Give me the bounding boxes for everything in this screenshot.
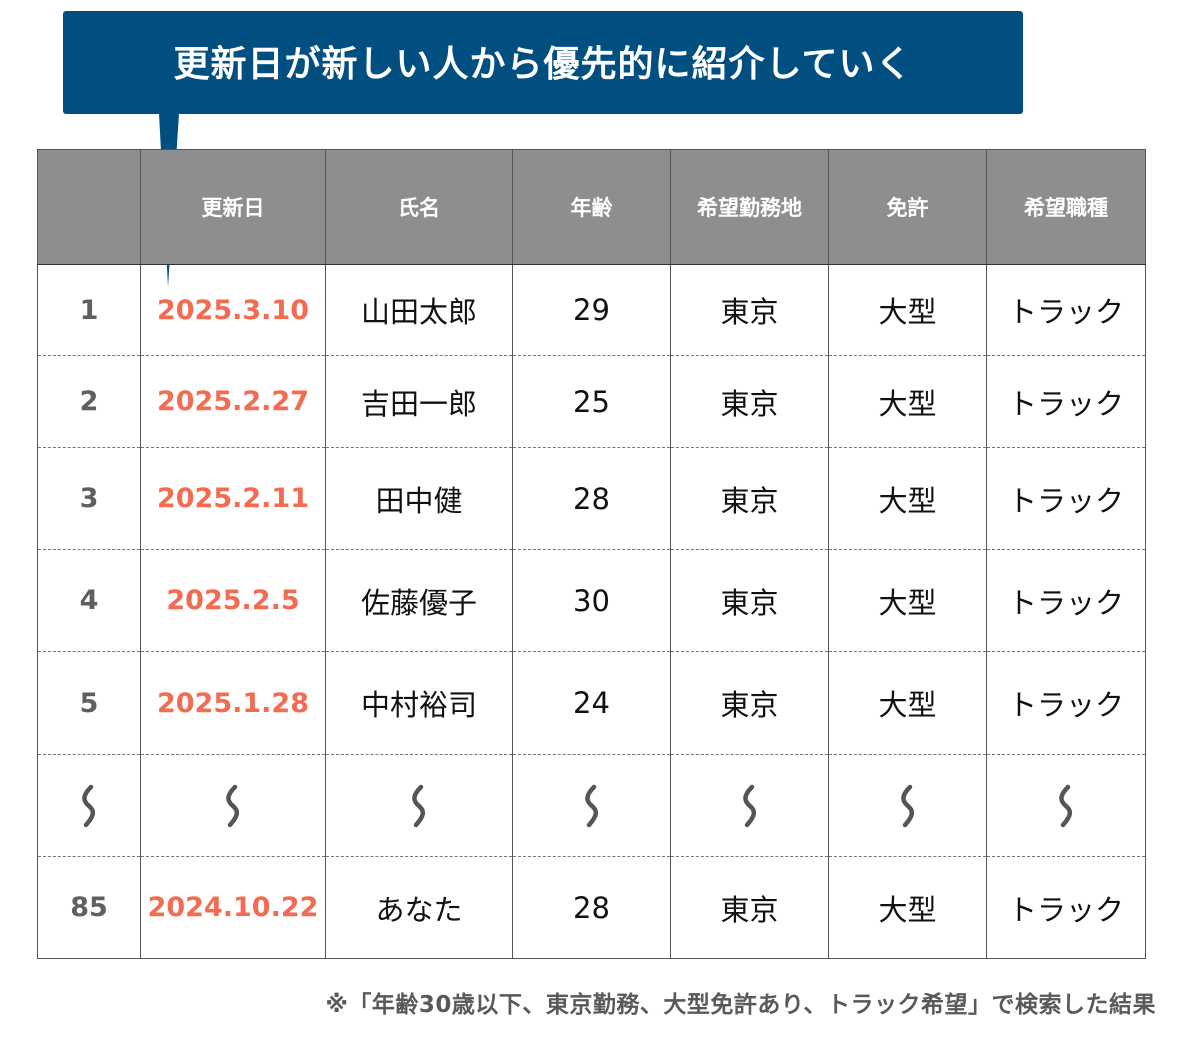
callout-banner: 更新日が新しい人から優先的に紹介していく [63, 11, 1023, 114]
wave-dash-icon [82, 784, 96, 827]
cell-license: 大型 [828, 549, 987, 652]
cell-age: 30 [512, 549, 671, 652]
cell-job: トラック [986, 447, 1146, 550]
cell-job: トラック [986, 856, 1146, 959]
omission-cell [512, 754, 671, 857]
callout-text: 更新日が新しい人から優先的に紹介していく [173, 43, 913, 85]
header-updated-date: 更新日 [140, 149, 326, 265]
cell-age: 28 [512, 447, 671, 550]
omission-cell [37, 754, 141, 857]
table-row-you: 85 2024.10.22 あなた 28 東京 大型 トラック [37, 856, 1146, 959]
cell-index: 3 [37, 447, 141, 550]
wave-dash-icon [742, 784, 756, 827]
cell-license: 大型 [828, 355, 987, 448]
cell-location: 東京 [670, 447, 829, 550]
cell-job: トラック [986, 355, 1146, 448]
cell-date: 2025.2.11 [140, 447, 326, 550]
cell-date: 2025.2.5 [140, 549, 326, 652]
cell-date: 2025.3.10 [140, 264, 326, 356]
omission-cell [986, 754, 1146, 857]
cell-job: トラック [986, 264, 1146, 356]
cell-date: 2025.1.28 [140, 651, 326, 755]
wave-dash-icon [584, 784, 598, 827]
cell-index: 85 [37, 856, 141, 959]
cell-name: 吉田一郎 [325, 355, 513, 448]
header-age: 年齢 [512, 149, 671, 265]
cell-name: 田中健 [325, 447, 513, 550]
cell-name: あなた [325, 856, 513, 959]
cell-name: 中村裕司 [325, 651, 513, 755]
search-footnote: ※「年齢30歳以下、東京勤務、大型免許あり、トラック希望」で検索した結果 [325, 992, 1156, 1018]
cell-license: 大型 [828, 651, 987, 755]
cell-age: 28 [512, 856, 671, 959]
cell-job: トラック [986, 651, 1146, 755]
cell-index: 2 [37, 355, 141, 448]
wave-dash-icon [412, 784, 426, 827]
wave-dash-icon [226, 784, 240, 827]
cell-license: 大型 [828, 447, 987, 550]
cell-location: 東京 [670, 856, 829, 959]
cell-age: 29 [512, 264, 671, 356]
header-index [37, 149, 141, 265]
cell-index: 4 [37, 549, 141, 652]
cell-name: 佐藤優子 [325, 549, 513, 652]
cell-name: 山田太郎 [325, 264, 513, 356]
cell-location: 東京 [670, 549, 829, 652]
table-row: 3 2025.2.11 田中健 28 東京 大型 トラック [37, 447, 1146, 550]
table-row: 5 2025.1.28 中村裕司 24 東京 大型 トラック [37, 651, 1146, 755]
omission-cell [670, 754, 829, 857]
cell-age: 24 [512, 651, 671, 755]
cell-license: 大型 [828, 856, 987, 959]
table-header-row: 更新日 氏名 年齢 希望勤務地 免許 希望職種 [37, 149, 1146, 265]
header-job-type: 希望職種 [986, 149, 1146, 265]
wave-dash-icon [1059, 784, 1073, 827]
table-row: 2 2025.2.27 吉田一郎 25 東京 大型 トラック [37, 355, 1146, 448]
cell-job: トラック [986, 549, 1146, 652]
header-license: 免許 [828, 149, 987, 265]
header-name: 氏名 [325, 149, 513, 265]
cell-location: 東京 [670, 355, 829, 448]
cell-location: 東京 [670, 651, 829, 755]
candidate-table: 更新日 氏名 年齢 希望勤務地 免許 希望職種 1 2025.3.10 山田太郎… [37, 149, 1146, 959]
cell-date: 2024.10.22 [140, 856, 326, 959]
cell-index: 5 [37, 651, 141, 755]
omission-cell [828, 754, 987, 857]
omission-cell [325, 754, 513, 857]
omission-row [37, 754, 1146, 857]
cell-location: 東京 [670, 264, 829, 356]
cell-age: 25 [512, 355, 671, 448]
table-row: 4 2025.2.5 佐藤優子 30 東京 大型 トラック [37, 549, 1146, 652]
table-row: 1 2025.3.10 山田太郎 29 東京 大型 トラック [37, 264, 1146, 356]
omission-cell [140, 754, 326, 857]
cell-license: 大型 [828, 264, 987, 356]
wave-dash-icon [900, 784, 914, 827]
cell-index: 1 [37, 264, 141, 356]
cell-date: 2025.2.27 [140, 355, 326, 448]
header-work-location: 希望勤務地 [670, 149, 829, 265]
